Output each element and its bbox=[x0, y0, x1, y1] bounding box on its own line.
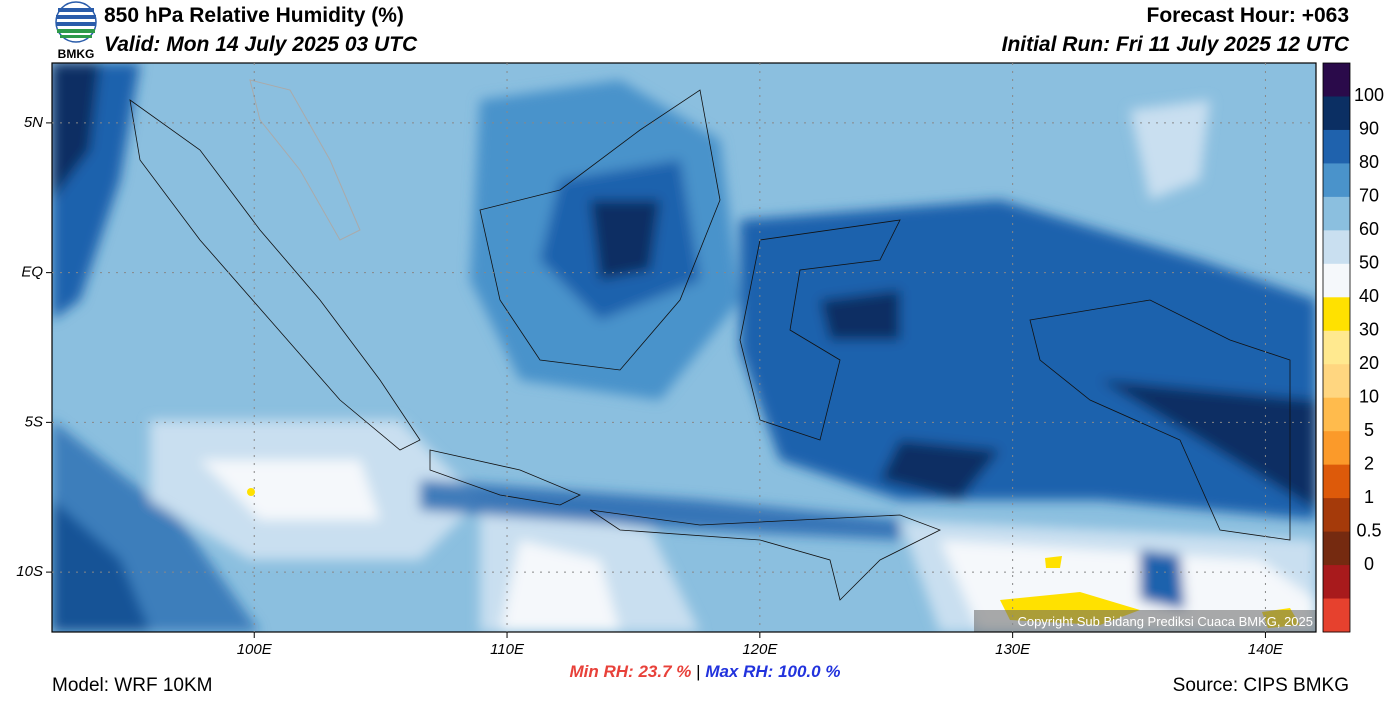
colorbar-frame bbox=[1322, 62, 1351, 633]
logo-text: BMKG bbox=[58, 47, 95, 61]
colorbar-box bbox=[1323, 498, 1350, 533]
logo: BMKG bbox=[55, 1, 97, 61]
colorbar-box bbox=[1323, 96, 1350, 131]
colorbar-box bbox=[1323, 330, 1350, 365]
colorbar-label: 90 bbox=[1359, 119, 1379, 139]
colorbar-label: 50 bbox=[1359, 253, 1379, 273]
lat-tick-label: 10S bbox=[16, 563, 43, 580]
min-rh-unit: % bbox=[676, 662, 691, 681]
min-rh-value: 23.7 bbox=[637, 662, 673, 681]
valid-time: Valid: Mon 14 July 2025 03 UTC bbox=[104, 33, 418, 56]
colorbar-box bbox=[1323, 464, 1350, 499]
colorbar-box bbox=[1323, 565, 1350, 600]
max-rh-label: Max RH: bbox=[705, 662, 773, 681]
humidity-field: Copyright Sub Bidang Prediksi Cuaca BMKG… bbox=[52, 63, 1316, 632]
lat-tick-label: 5N bbox=[24, 114, 43, 131]
initial-run: Initial Run: Fri 11 July 2025 12 UTC bbox=[1002, 33, 1350, 56]
colorbar-box bbox=[1323, 196, 1350, 231]
forecast-hour: Forecast Hour: +063 bbox=[1147, 4, 1350, 27]
rh-summary: Min RH: 23.7 % | Max RH: 100.0 % bbox=[570, 662, 841, 681]
colorbar-label: 0.5 bbox=[1356, 520, 1381, 540]
colorbar-box bbox=[1323, 364, 1350, 399]
colorbar: 100 90 80 70 60 50 40 30 20 10 5 2 1 0.5 0 bbox=[1322, 62, 1384, 633]
colorbar-box bbox=[1323, 263, 1350, 298]
colorbar-label: 1 bbox=[1364, 487, 1374, 507]
colorbar-label: 60 bbox=[1359, 219, 1379, 239]
axes: 5N EQ 5S 10S 100E 110E 120E 130E 140E bbox=[16, 63, 1316, 658]
colorbar-box bbox=[1323, 63, 1350, 97]
colorbar-box bbox=[1323, 598, 1350, 633]
model: Model: WRF 10KM bbox=[52, 675, 212, 696]
colorbar-box bbox=[1323, 129, 1350, 164]
colorbar-label: 10 bbox=[1359, 386, 1379, 406]
max-rh-unit: % bbox=[825, 662, 840, 681]
colorbar-label: 0 bbox=[1364, 554, 1374, 574]
lon-tick-label: 140E bbox=[1248, 641, 1284, 658]
colorbar-box bbox=[1323, 163, 1350, 198]
colorbar-label: 80 bbox=[1359, 152, 1379, 172]
colorbar-box bbox=[1323, 397, 1350, 432]
separator: | bbox=[696, 662, 700, 681]
colorbar-label: 20 bbox=[1359, 353, 1379, 373]
lon-tick-label: 130E bbox=[995, 641, 1031, 658]
copyright-text: Copyright Sub Bidang Prediksi Cuaca BMKG… bbox=[1017, 614, 1313, 629]
lat-tick-label: 5S bbox=[25, 413, 43, 430]
lon-tick-label: 120E bbox=[742, 641, 778, 658]
lon-tick-label: 100E bbox=[237, 641, 273, 658]
lat-tick-label: EQ bbox=[21, 264, 43, 281]
source: Source: CIPS BMKG bbox=[1173, 675, 1349, 696]
colorbar-label: 100 bbox=[1354, 85, 1384, 105]
copyright: Copyright Sub Bidang Prediksi Cuaca BMKG… bbox=[974, 610, 1316, 632]
colorbar-box bbox=[1323, 297, 1350, 332]
colorbar-box bbox=[1323, 230, 1350, 265]
colorbar-label: 5 bbox=[1364, 420, 1374, 440]
max-rh-value: 100.0 bbox=[778, 662, 821, 681]
colorbar-label: 70 bbox=[1359, 186, 1379, 206]
colorbar-box bbox=[1323, 531, 1350, 566]
colorbar-box bbox=[1323, 431, 1350, 466]
map-frame bbox=[51, 62, 1317, 633]
min-rh-label: Min RH: bbox=[570, 662, 634, 681]
title: 850 hPa Relative Humidity (%) bbox=[104, 4, 404, 27]
colorbar-label: 30 bbox=[1359, 320, 1379, 340]
lon-tick-label: 110E bbox=[490, 641, 525, 658]
colorbar-label: 40 bbox=[1359, 286, 1379, 306]
colorbar-label: 2 bbox=[1364, 453, 1374, 473]
